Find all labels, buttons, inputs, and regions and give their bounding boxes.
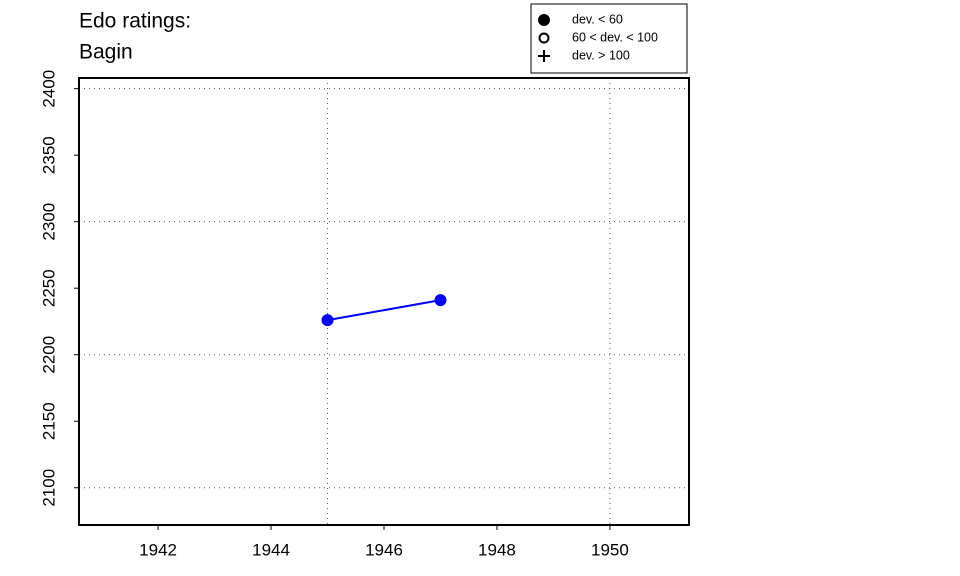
x-tick-label: 1944 [252, 540, 290, 559]
line [327, 299, 441, 322]
plot-frame [78, 77, 690, 526]
y-tick-label: 2300 [39, 203, 58, 241]
y-tick-label: 2200 [39, 336, 58, 374]
y-tick-label: 2400 [39, 70, 58, 108]
y-tick-label: 2100 [39, 469, 58, 507]
legend-box [530, 3, 688, 74]
y-tick-label: 2150 [39, 402, 58, 440]
point [434, 294, 447, 307]
x-tick-label: 1946 [365, 540, 403, 559]
y-tick-label: 2250 [39, 269, 58, 307]
point [321, 314, 334, 327]
y-tick-label: 2350 [39, 136, 58, 174]
x-tick-label: 1948 [478, 540, 516, 559]
legend-symbol [538, 50, 550, 62]
x-tick-label: 1942 [139, 540, 177, 559]
legend-label: dev. < 60 [572, 12, 623, 26]
x-tick-label: 1950 [591, 540, 629, 559]
legend-symbol [538, 32, 550, 44]
legend-label: dev. > 100 [572, 48, 630, 62]
chart-subtitle: Bagin [79, 41, 133, 64]
chart-title: Edo ratings: [79, 10, 191, 33]
legend-label: 60 < dev. < 100 [572, 30, 658, 44]
legend-symbol [538, 14, 550, 26]
